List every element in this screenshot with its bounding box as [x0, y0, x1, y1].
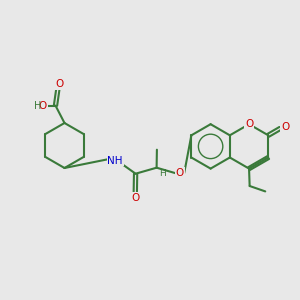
Text: NH: NH [107, 155, 123, 166]
Text: O: O [245, 119, 253, 129]
Text: O: O [55, 79, 64, 89]
Text: O: O [281, 122, 289, 132]
Text: O: O [131, 193, 140, 203]
Text: H: H [159, 169, 166, 178]
Text: O: O [39, 100, 47, 111]
Text: O: O [176, 168, 184, 178]
Text: H: H [34, 100, 41, 111]
